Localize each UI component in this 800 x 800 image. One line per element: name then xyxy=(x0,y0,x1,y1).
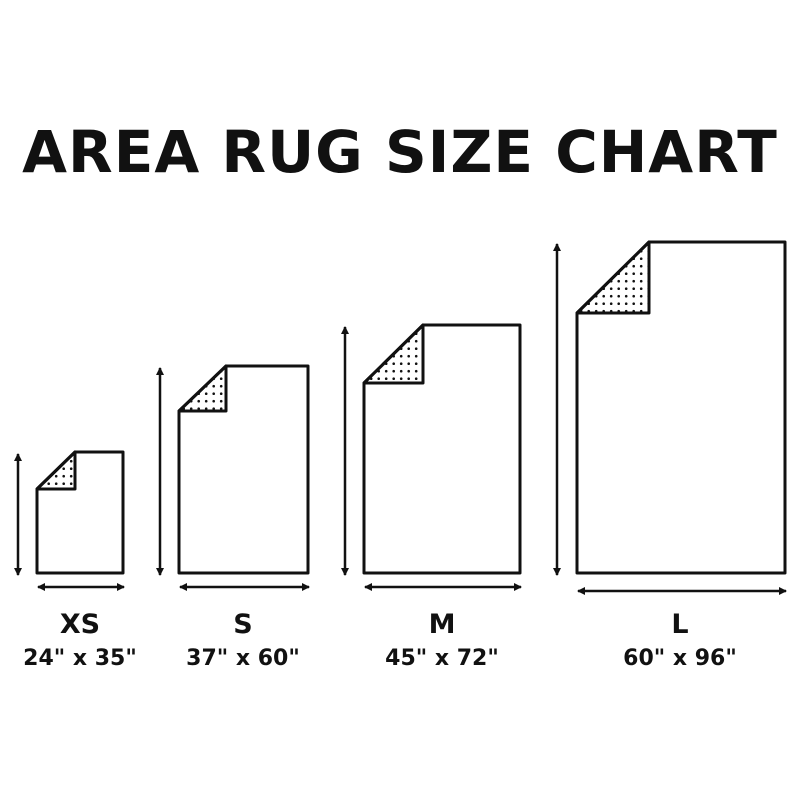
rug-outline xyxy=(35,450,125,575)
dimensions-label: 37" x 60" xyxy=(186,646,300,671)
size-label: S xyxy=(233,609,253,640)
size-label: L xyxy=(671,609,689,640)
dimensions-label: 45" x 72" xyxy=(385,646,499,671)
rug-fold-backing xyxy=(35,450,77,491)
size-label: M xyxy=(428,609,456,640)
rug-fold-backing xyxy=(177,364,228,413)
rug-fold-backing xyxy=(362,323,425,385)
dimensions-label: 60" x 96" xyxy=(623,646,737,671)
rug-m xyxy=(341,323,522,591)
size-label: XS xyxy=(59,609,101,640)
rug-s xyxy=(156,364,310,591)
rug-fold-backing xyxy=(575,240,651,315)
chart-title: AREA RUG SIZE CHART xyxy=(22,118,778,186)
rug-xs xyxy=(14,450,125,591)
rug-l xyxy=(553,240,787,595)
dimensions-label: 24" x 35" xyxy=(23,646,137,671)
